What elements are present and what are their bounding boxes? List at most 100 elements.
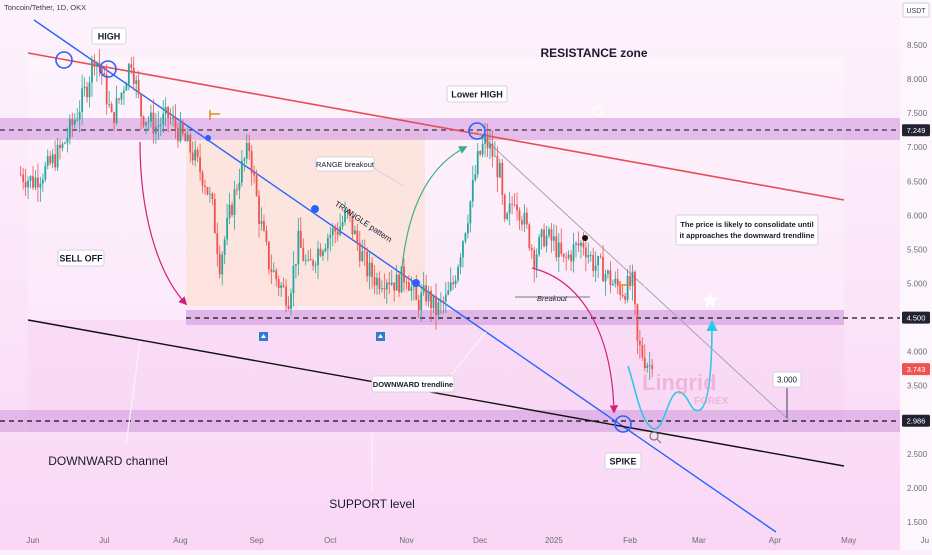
high-circle-1	[55, 51, 73, 69]
spike-arrow	[531, 267, 619, 414]
candle-body	[130, 64, 133, 68]
candle-body	[422, 285, 425, 293]
candle-body	[218, 253, 221, 275]
candle-body	[624, 296, 627, 300]
x-tick-label: 2025	[545, 536, 563, 545]
candle-body	[607, 270, 609, 274]
candle-body	[410, 287, 413, 291]
candle-body	[408, 282, 410, 291]
candle-body	[530, 248, 533, 251]
candle-body	[299, 230, 302, 248]
candle-body	[59, 144, 61, 149]
candle-body	[211, 193, 214, 199]
candle-body	[201, 172, 204, 186]
candle-body	[331, 228, 334, 236]
candle-body	[61, 143, 64, 149]
candle-body	[353, 230, 356, 235]
flag-marker-2	[619, 281, 630, 290]
downward-channel-pointer	[125, 341, 141, 446]
trend-dot-3	[412, 279, 420, 287]
candle-body	[265, 230, 268, 242]
candle-body	[157, 125, 160, 127]
candle-body	[22, 174, 25, 182]
candle-body	[228, 204, 231, 219]
upper-region	[28, 58, 844, 320]
candle-body	[560, 242, 563, 254]
candle-body	[523, 212, 526, 225]
annotation-lower-high-text: Lower HIGH	[451, 90, 503, 100]
candle-body	[302, 247, 305, 261]
candle-body	[142, 116, 145, 126]
candle-body	[626, 275, 629, 300]
candle-body	[191, 152, 194, 161]
annotation-consolidate: The price is likely to consolidate until…	[675, 214, 819, 246]
price-badge	[902, 311, 930, 324]
candle-body	[464, 233, 467, 242]
y-axis: 8.500 8.000 7.500 7.000 6.500 6.000 5.500 5.000…	[907, 41, 928, 527]
candle-body	[37, 177, 39, 188]
projection-path	[627, 319, 718, 430]
candle-body	[39, 183, 42, 188]
candle-body	[634, 271, 636, 305]
currency-label[interactable]: USDT	[902, 2, 930, 18]
candle-body	[577, 243, 580, 246]
x-tick-label: Ju	[921, 536, 929, 545]
x-axis: Jun Jul Aug Sep Oct Nov Dec 2025 Feb Mar Apr May Ju	[27, 536, 930, 545]
annotation-spike-text: SPIKE	[609, 457, 636, 467]
watermark-line1: Lingrid	[642, 370, 717, 395]
candle-body	[108, 104, 111, 106]
candle-body	[643, 357, 646, 368]
candle-body	[435, 295, 437, 316]
candle-body	[169, 117, 172, 119]
candle-body	[167, 106, 170, 118]
candle-body	[236, 189, 238, 191]
candle-body	[44, 165, 47, 180]
candle-body	[484, 133, 486, 144]
candle-body	[292, 265, 295, 294]
candle-body	[66, 137, 69, 143]
price-badge-text: 2.986	[907, 417, 926, 426]
candle-body	[24, 181, 27, 188]
candle-body	[378, 277, 381, 289]
candle-body	[280, 285, 283, 289]
price-badges: 7.249 4.500 3.743 2.986	[902, 124, 930, 427]
candle-body	[240, 160, 243, 183]
candle-body	[118, 98, 120, 100]
candle-body	[506, 213, 509, 219]
candle-body	[346, 209, 349, 213]
candle-body	[125, 84, 128, 91]
spike-circle	[614, 415, 632, 433]
candle-body	[277, 279, 280, 289]
candle-body	[76, 119, 79, 121]
candle-body	[425, 285, 428, 302]
candle-body	[376, 277, 378, 286]
range-breakout-pointer	[371, 166, 405, 187]
candle-body	[250, 151, 253, 174]
candle-body	[270, 269, 273, 272]
candle-body	[629, 275, 631, 286]
candles	[19, 49, 654, 381]
candle-body	[430, 290, 432, 309]
candle-body	[317, 248, 319, 266]
annotation-target: 3.000	[772, 371, 802, 388]
candle-body	[150, 112, 152, 122]
candle-body	[575, 243, 577, 245]
x-tick-label: Jun	[27, 536, 40, 545]
candle-body	[638, 340, 641, 346]
candle-body	[275, 270, 278, 280]
y-tick-label: 2.500	[907, 450, 928, 459]
candle-body	[91, 59, 93, 83]
candle-body	[513, 204, 516, 205]
triangle-pattern-area	[186, 132, 425, 306]
candle-body	[432, 295, 435, 309]
candle-body	[565, 256, 568, 258]
y-tick-label: 7.000	[907, 143, 928, 152]
y-tick-label: 5.000	[907, 280, 928, 289]
candle-body	[159, 124, 162, 126]
candle-body	[324, 248, 327, 252]
candle-body	[398, 274, 400, 293]
high-circle-2	[99, 60, 117, 78]
candle-body	[41, 179, 44, 184]
candle-body	[489, 143, 491, 149]
candle-body	[602, 256, 604, 282]
